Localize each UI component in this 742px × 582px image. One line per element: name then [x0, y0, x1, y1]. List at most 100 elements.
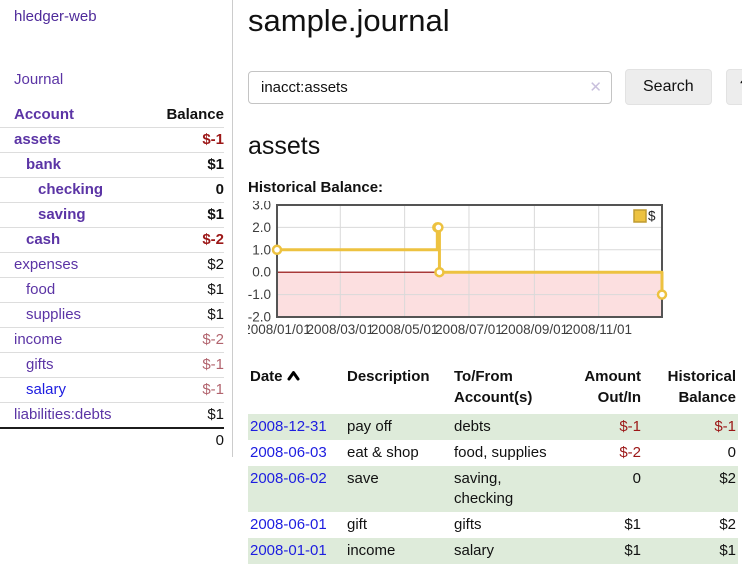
transaction-date-link[interactable]: 2008-06-01 — [250, 516, 327, 533]
account-link[interactable]: bank — [26, 156, 62, 173]
account-row: checking 0 — [0, 177, 224, 202]
account-link[interactable]: checking — [38, 181, 104, 198]
account-row: cash $-2 — [0, 227, 224, 252]
description-cell: gift — [347, 516, 368, 533]
balance-column-header: Historical Balance — [643, 364, 738, 414]
sidebar-item-journal[interactable]: Journal — [14, 71, 64, 88]
account-row: income $-2 — [0, 327, 224, 352]
account-rows: assets $-1 bank $1 checking 0 saving $1 cash $-2 e… — [0, 127, 224, 427]
account-balance: $-1 — [202, 131, 224, 148]
transaction-date-link[interactable]: 2008-12-31 — [250, 418, 327, 435]
transaction-date-link[interactable]: 2008-06-02 — [250, 470, 327, 487]
account-row: saving $1 — [0, 202, 224, 227]
account-link[interactable]: income — [14, 331, 63, 348]
y-tick-label: 0.0 — [252, 265, 271, 280]
data-point-marker — [434, 266, 445, 278]
accounts-cell: saving, checking — [454, 470, 514, 507]
balance-cell: $1 — [719, 542, 736, 559]
search-button[interactable]: Search — [625, 69, 712, 105]
amount-cell: $1 — [624, 542, 641, 559]
account-row: gifts $-1 — [0, 352, 224, 377]
data-point-marker — [271, 244, 283, 256]
account-link[interactable]: food — [26, 281, 56, 298]
balance-header-line1: Historical — [667, 368, 736, 385]
y-tick-label: 2.0 — [252, 220, 271, 235]
account-balance: $2 — [207, 256, 224, 273]
main-content: sample.journal ✕ Search ? assets Histori… — [233, 0, 742, 564]
y-tick-label: 3.0 — [252, 201, 271, 213]
accounts-header-line1: To/From — [454, 368, 513, 385]
account-link[interactable]: salary — [26, 381, 67, 398]
app-window: hledger-web Journal Account Balance asse… — [0, 0, 742, 564]
amount-column-header: Amount Out/In — [561, 364, 643, 414]
account-balance: 0 — [215, 181, 224, 198]
transaction-date-link[interactable]: 2008-01-01 — [250, 542, 327, 559]
register-row: 2008-06-01 gift gifts $1 $2 — [248, 512, 738, 538]
date-cell: 2008-06-01 — [248, 512, 345, 538]
x-tick-label: 2008/01/01 — [248, 322, 311, 337]
register-header-row: Date Description To/From Account(s) Amou… — [248, 364, 738, 414]
amount-cell: 0 — [632, 470, 641, 487]
sidebar: hledger-web Journal Account Balance asse… — [0, 0, 233, 457]
y-tick-label: -2.0 — [248, 310, 271, 325]
x-tick-label: 2008/09/01 — [501, 322, 569, 337]
chart-title: Historical Balance: — [248, 179, 384, 196]
account-link[interactable]: cash — [26, 231, 61, 248]
account-row: supplies $1 — [0, 302, 224, 327]
account-heading: assets — [248, 132, 321, 160]
balance-header-line2: Balance — [678, 389, 736, 406]
accounts-total-value: 0 — [215, 432, 224, 449]
account-balance: $1 — [207, 156, 224, 173]
account-link[interactable]: supplies — [26, 306, 82, 323]
historical-balance-chart[interactable]: 2008/01/012008/03/012008/05/012008/07/01… — [248, 201, 742, 341]
amount-cell: $1 — [624, 516, 641, 533]
amount-cell: $-2 — [619, 444, 641, 461]
amount-header-line2: Out/In — [597, 389, 641, 406]
search-form: ✕ Search ? — [248, 69, 742, 105]
description-column-header: Description — [347, 368, 430, 385]
description-cell: pay off — [347, 418, 392, 435]
accounts-cell: food, supplies — [454, 444, 547, 461]
account-row: bank $1 — [0, 152, 224, 177]
y-tick-label: 1.0 — [252, 242, 271, 257]
amount-header-line1: Amount — [584, 368, 641, 385]
account-row: expenses $2 — [0, 252, 224, 277]
account-balance: $-1 — [202, 381, 224, 398]
account-link[interactable]: expenses — [14, 256, 79, 273]
brand-link[interactable]: hledger-web — [14, 8, 97, 25]
description-cell: income — [347, 542, 396, 559]
account-balance: $-2 — [202, 231, 224, 248]
account-balance: $1 — [207, 281, 224, 298]
x-tick-label: 2008/03/01 — [306, 322, 374, 337]
balance-cell: $2 — [719, 470, 736, 487]
account-link[interactable]: saving — [38, 206, 86, 223]
register-row: 2008-06-03 eat & shop food, supplies $-2 0 — [248, 440, 738, 466]
account-link[interactable]: liabilities:debts — [14, 406, 112, 423]
accounts-table-header: Account Balance — [0, 103, 224, 127]
accounts-column-header: To/From Account(s) — [452, 364, 561, 414]
account-link[interactable]: gifts — [26, 356, 54, 373]
amount-cell: $-1 — [619, 418, 641, 435]
transaction-date-link[interactable]: 2008-06-03 — [250, 444, 327, 461]
account-row: food $1 — [0, 277, 224, 302]
account-link[interactable]: assets — [14, 131, 61, 148]
clear-search-icon[interactable]: ✕ — [589, 78, 602, 96]
x-tick-label: 2008/11/01 — [565, 322, 632, 337]
account-row: salary $-1 — [0, 377, 224, 402]
help-button[interactable]: ? — [725, 69, 742, 105]
data-point-marker — [656, 289, 668, 300]
x-tick-label: 2008/07/01 — [435, 322, 503, 337]
page-title: sample.journal — [248, 3, 450, 38]
date-column-header[interactable]: Date — [248, 364, 345, 414]
balance-cell: 0 — [727, 444, 736, 461]
account-row: assets $-1 — [0, 127, 224, 152]
register-table: Date Description To/From Account(s) Amou… — [248, 364, 738, 564]
account-row: liabilities:debts $1 — [0, 402, 224, 427]
description-cell: save — [347, 470, 379, 487]
description-cell: eat & shop — [347, 444, 419, 461]
account-balance: $1 — [207, 206, 224, 223]
account-balance: $-2 — [202, 331, 224, 348]
account-balance: $1 — [207, 406, 224, 423]
search-input[interactable] — [248, 70, 612, 104]
date-cell: 2008-06-02 — [248, 466, 345, 512]
